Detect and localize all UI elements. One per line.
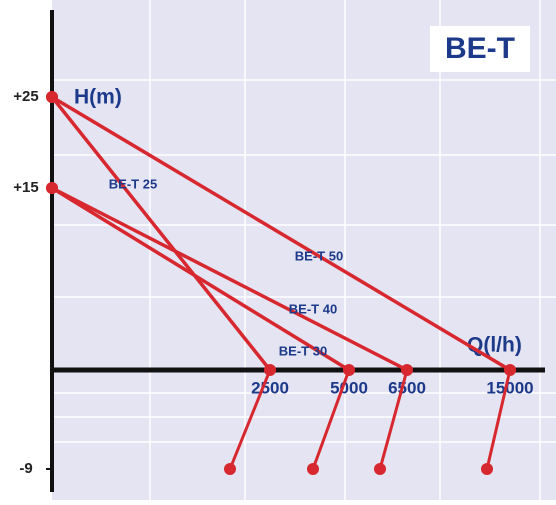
series-point xyxy=(46,91,58,103)
y-tick-label: -9 xyxy=(19,460,32,477)
y-tick-label: +25 xyxy=(13,88,38,105)
y-tick-label: +15 xyxy=(13,179,38,196)
x-tick-label: 6500 xyxy=(388,378,426,397)
series-label: BE-T 50 xyxy=(295,248,343,263)
suction-line xyxy=(311,369,351,470)
series-label: BE-T 30 xyxy=(279,343,327,358)
suction-dot xyxy=(224,463,236,475)
x-axis-label: Q(l/h) xyxy=(467,334,522,357)
series-label: BE-T 25 xyxy=(109,176,157,191)
series-line xyxy=(50,95,272,372)
suction-dot xyxy=(481,463,493,475)
series-label: BE-T 40 xyxy=(289,301,337,316)
series-point xyxy=(401,364,413,376)
suction-dot xyxy=(307,463,319,475)
title-box xyxy=(430,26,530,72)
grid xyxy=(52,0,556,500)
x-tick-label: 15000 xyxy=(486,378,533,397)
series-point xyxy=(343,364,355,376)
series-point xyxy=(504,364,516,376)
series-line xyxy=(51,186,350,372)
x-tick-label: 2500 xyxy=(251,378,289,397)
suction-line xyxy=(485,369,512,470)
suction-line xyxy=(378,369,409,470)
series-point xyxy=(46,182,58,194)
chart-title: BE-T xyxy=(445,32,515,65)
series-point xyxy=(264,364,276,376)
suction-dot xyxy=(374,463,386,475)
series-line xyxy=(51,95,511,372)
series-line xyxy=(51,186,408,372)
x-tick-label: 5000 xyxy=(330,378,368,397)
y-axis-label: H(m) xyxy=(74,86,122,109)
suction-line xyxy=(228,369,272,470)
